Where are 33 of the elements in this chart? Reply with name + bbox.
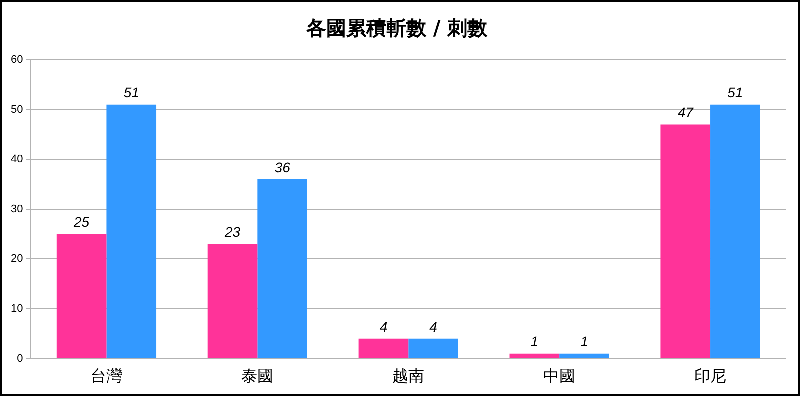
bar [560,354,610,358]
y-tick-label: 50 [10,104,24,116]
bar [106,104,157,358]
bar [408,338,458,358]
x-tick-label: 中國 [544,366,576,386]
data-label: 47 [678,104,695,121]
y-tick-label: 0 [17,352,24,365]
bar [710,104,760,358]
bar [258,180,308,358]
bar [660,124,711,358]
x-tick-label: 印尼 [694,366,727,386]
y-tick-label: 40 [10,154,24,166]
data-label: 25 [73,214,90,230]
bar [56,234,107,358]
y-tick-label: 20 [10,253,24,266]
y-tick-label: 10 [10,303,24,316]
data-label: 1 [580,334,588,350]
data-label: 51 [124,84,140,101]
data-label: 4 [380,318,388,335]
y-tick-label: 30 [10,203,24,216]
data-label: 51 [728,84,744,101]
data-label: 23 [224,224,241,240]
data-label: 1 [530,334,539,350]
x-tick-label: 台灣 [90,366,123,386]
chart-title: 各國累積斬數 / 刺數 [305,16,489,40]
y-tick-label: 60 [10,54,24,66]
bar [510,354,560,358]
bar [208,244,258,358]
data-label: 4 [430,318,438,335]
x-tick-label: 越南 [392,366,425,386]
x-tick-label: 泰國 [242,366,274,386]
bar [358,338,409,358]
data-label: 36 [274,159,291,176]
